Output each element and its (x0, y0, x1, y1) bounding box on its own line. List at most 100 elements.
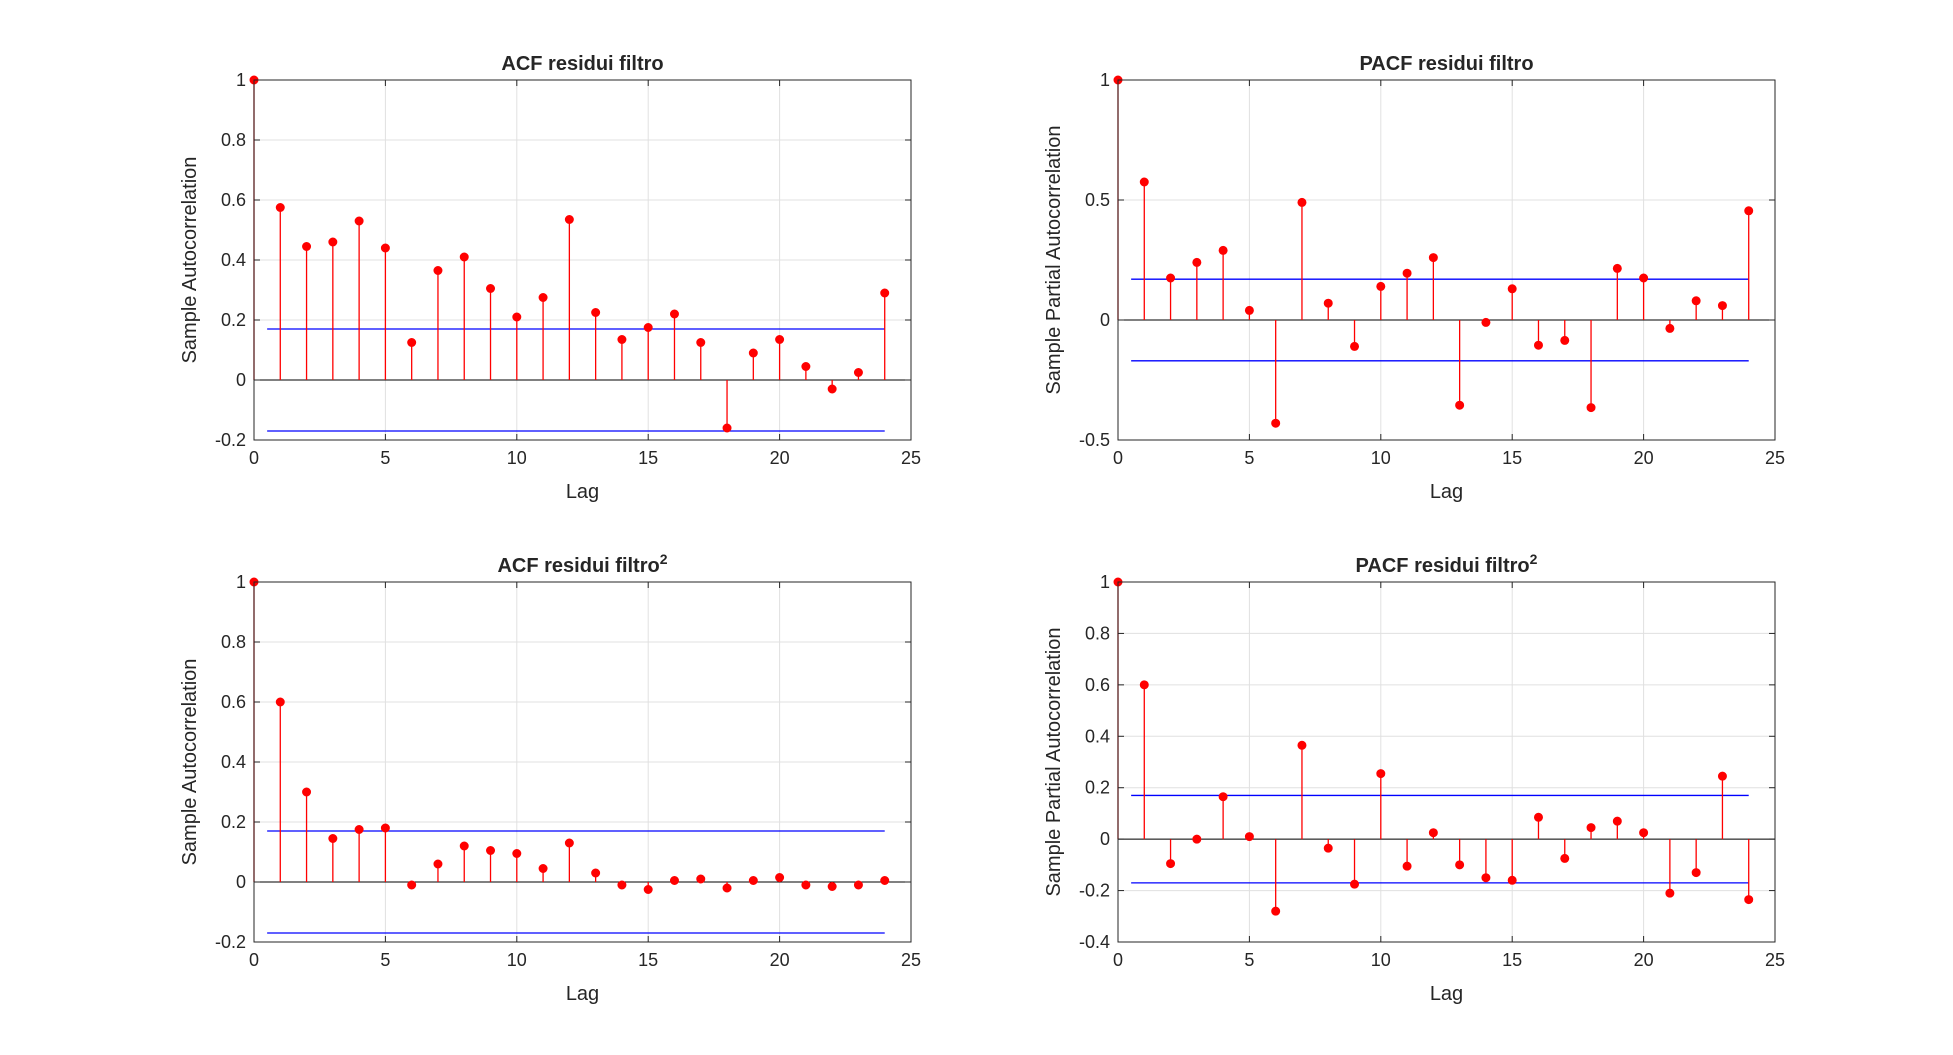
x-tick-label: 15 (1502, 448, 1522, 468)
stem-marker (1192, 834, 1202, 844)
stem-marker (354, 216, 364, 226)
y-tick-label: 1 (236, 70, 246, 90)
stem-marker (1428, 828, 1438, 838)
chart-title-text: PACF residui filtro (1359, 53, 1533, 75)
stem-marker (538, 293, 548, 302)
stem-marker (1402, 861, 1412, 871)
chart-title-superscript: 2 (1530, 551, 1538, 567)
y-axis-label: Sample Autocorrelation (179, 659, 201, 866)
stem-marker (1271, 418, 1281, 428)
pacf-residui-filtro-squared-panel: 0 5 10 15 20 25 -0.4 -0.2 0 0.2 0.4 0.6 0.8 1 PACF res… (1043, 551, 1785, 1005)
x-tick-label: 15 (638, 448, 658, 468)
stem-marker (302, 787, 312, 797)
stem-marker (512, 312, 522, 322)
stem-marker (486, 284, 496, 293)
x-tick-label: 0 (249, 950, 259, 970)
y-tick-label: 0.6 (221, 692, 246, 712)
stem-marker (459, 841, 469, 851)
y-tick-label: 0.4 (1085, 726, 1110, 746)
y-tick-label: -0.2 (1079, 881, 1110, 901)
stem-marker (775, 335, 785, 344)
stem-marker (801, 880, 811, 890)
y-axis-label: Sample Partial Autocorrelation (1043, 627, 1065, 896)
stem-marker (1507, 284, 1517, 294)
stem-marker (328, 834, 338, 843)
stem-marker (1139, 680, 1149, 690)
stem-marker (1455, 860, 1465, 870)
stem-marker (1507, 875, 1517, 885)
stem-marker (1691, 868, 1701, 878)
stem-marker (1218, 792, 1228, 802)
y-tick-label: 0 (236, 872, 246, 892)
stem-marker (696, 874, 706, 884)
chart-title: ACF residui filtro (501, 53, 663, 75)
stem-marker (354, 825, 364, 834)
stem-marker (1297, 740, 1307, 750)
x-tick-label: 20 (770, 950, 790, 970)
stem-marker (1192, 257, 1202, 267)
x-tick-label: 20 (1634, 448, 1654, 468)
chart-title-superscript: 2 (660, 551, 668, 567)
x-axis-label: Lag (566, 983, 599, 1005)
stem-marker (1323, 298, 1333, 308)
x-tick-label: 20 (1634, 950, 1654, 970)
stem-marker (748, 348, 758, 358)
stem-marker (669, 309, 679, 319)
stem-marker (1402, 268, 1412, 278)
stem-marker (302, 242, 312, 251)
stem-marker (538, 864, 548, 873)
stem-marker (1560, 853, 1570, 863)
stem-marker (1376, 769, 1386, 779)
x-tick-label: 20 (770, 448, 790, 468)
y-tick-label: 0.2 (1085, 778, 1110, 798)
stem-marker (1428, 253, 1438, 263)
stem-marker (1639, 828, 1649, 838)
stem-marker (1218, 245, 1228, 255)
stem-marker (564, 215, 574, 224)
stem-marker (722, 423, 732, 433)
stem-marker (643, 323, 653, 332)
y-tick-label: 0 (236, 370, 246, 390)
stem-marker (827, 384, 837, 394)
stem-marker (433, 266, 443, 275)
stem-marker (591, 308, 601, 317)
stem-marker (880, 876, 890, 885)
stem-marker (696, 338, 706, 347)
x-tick-label: 10 (507, 448, 527, 468)
y-tick-label: -0.5 (1079, 430, 1110, 450)
stem-marker (1323, 843, 1333, 853)
stem-marker (1166, 273, 1176, 283)
y-tick-label: 1 (1100, 572, 1110, 592)
x-axis-label: Lag (1430, 481, 1463, 503)
y-tick-label: 0.8 (1085, 623, 1110, 643)
chart-title: PACF residui filtro (1359, 53, 1533, 75)
x-tick-label: 0 (1113, 448, 1123, 468)
plot-area (1118, 582, 1775, 942)
stem-marker (853, 880, 863, 890)
stem-marker (407, 880, 417, 890)
x-tick-label: 5 (1244, 950, 1254, 970)
stem-marker (1271, 906, 1281, 916)
stem-marker (827, 882, 837, 891)
y-tick-label: 1 (1100, 70, 1110, 90)
y-axis-label: Sample Autocorrelation (179, 157, 201, 364)
stem-marker (1350, 341, 1360, 351)
stem-marker (1166, 859, 1176, 869)
x-tick-label: 5 (1244, 448, 1254, 468)
x-tick-label: 0 (249, 448, 259, 468)
stem-marker (1744, 895, 1754, 905)
y-tick-label: 1 (236, 572, 246, 592)
chart-title: ACF residui filtro2 (497, 551, 667, 577)
stem-marker (1612, 816, 1622, 826)
y-tick-label: 0.5 (1085, 190, 1110, 210)
y-tick-label: -0.2 (215, 932, 246, 952)
stem-marker (643, 885, 653, 894)
y-tick-label: -0.2 (215, 430, 246, 450)
stem-marker (748, 876, 758, 885)
y-tick-label: 0.6 (221, 190, 246, 210)
stem-marker (1297, 197, 1307, 207)
stem-marker (275, 697, 285, 707)
chart-title-text: ACF residui filtro (501, 53, 663, 75)
